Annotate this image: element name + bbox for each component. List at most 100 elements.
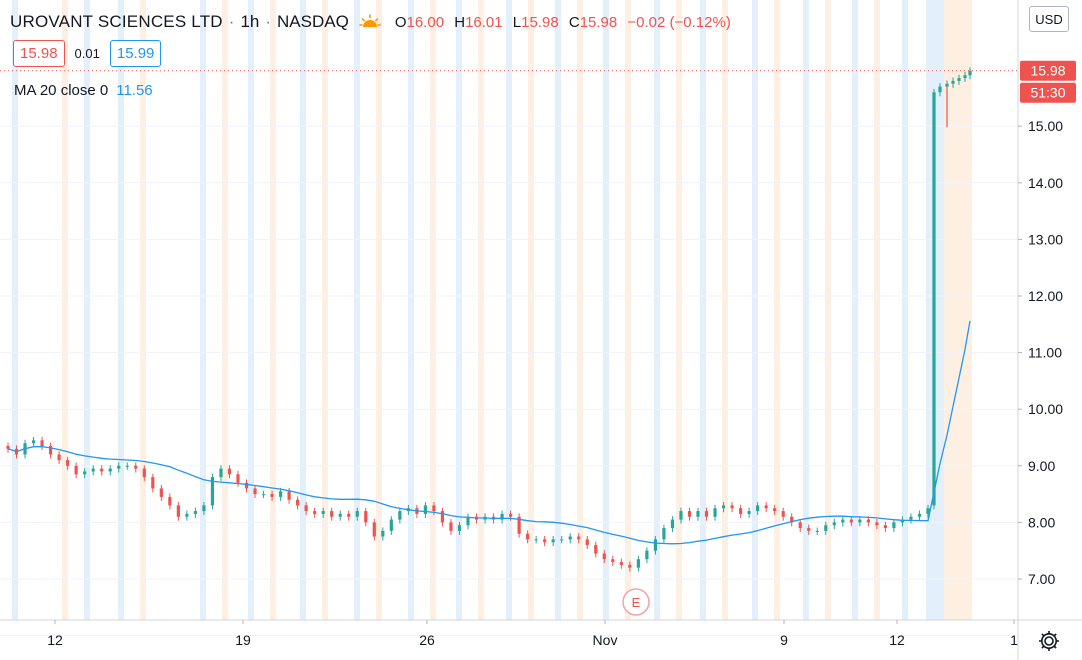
candle[interactable]	[781, 507, 785, 521]
candle[interactable]	[142, 465, 146, 482]
candle[interactable]	[134, 462, 138, 473]
candle[interactable]	[687, 507, 692, 521]
candle[interactable]	[832, 519, 836, 530]
candle[interactable]	[74, 462, 78, 479]
candle[interactable]	[764, 502, 768, 513]
candle[interactable]	[926, 504, 930, 518]
candle[interactable]	[628, 561, 632, 572]
candle[interactable]	[321, 507, 325, 518]
candle[interactable]	[278, 487, 283, 501]
candle[interactable]	[951, 77, 955, 88]
candle[interactable]	[917, 510, 922, 521]
buy-button[interactable]: 15.99	[109, 40, 162, 67]
candle[interactable]	[730, 502, 734, 513]
candle[interactable]	[807, 524, 811, 535]
candle[interactable]	[543, 535, 547, 547]
candle[interactable]	[440, 507, 445, 527]
candle[interactable]	[594, 541, 598, 558]
candle[interactable]	[449, 519, 453, 535]
candle[interactable]	[696, 507, 700, 521]
candle[interactable]	[330, 507, 334, 521]
candle[interactable]	[83, 468, 87, 479]
candle[interactable]	[159, 485, 163, 501]
candle[interactable]	[219, 465, 223, 482]
candle[interactable]	[602, 550, 606, 564]
candle[interactable]	[858, 516, 862, 527]
candle[interactable]	[100, 465, 104, 476]
candle[interactable]	[636, 555, 640, 572]
candle[interactable]	[40, 436, 44, 450]
candle[interactable]	[364, 507, 368, 527]
candle[interactable]	[125, 462, 129, 470]
candle[interactable]	[270, 490, 274, 501]
candle[interactable]	[66, 456, 70, 470]
candle[interactable]	[568, 533, 572, 544]
candle[interactable]	[662, 524, 666, 544]
candle[interactable]	[236, 470, 240, 487]
candle[interactable]	[517, 513, 521, 538]
candle[interactable]	[304, 502, 308, 516]
candle[interactable]	[296, 496, 300, 510]
candle[interactable]	[841, 516, 845, 527]
candle[interactable]	[227, 465, 232, 479]
candle[interactable]	[500, 510, 504, 524]
candle[interactable]	[526, 530, 530, 544]
candle[interactable]	[824, 521, 828, 535]
candle[interactable]	[210, 473, 215, 510]
sell-button[interactable]: 15.98	[13, 40, 65, 67]
candle[interactable]	[57, 451, 61, 465]
candle[interactable]	[932, 88, 936, 510]
candle[interactable]	[577, 533, 581, 544]
candle[interactable]	[202, 502, 206, 516]
candle[interactable]	[738, 504, 743, 518]
candle[interactable]	[31, 436, 36, 448]
candle[interactable]	[457, 521, 462, 535]
candle[interactable]	[389, 516, 393, 535]
candle[interactable]	[91, 465, 95, 476]
candle[interactable]	[968, 67, 972, 80]
candle[interactable]	[704, 507, 709, 521]
gear-icon[interactable]	[1036, 628, 1062, 654]
earnings-marker[interactable]	[622, 588, 650, 616]
candle[interactable]	[313, 507, 317, 518]
candle[interactable]	[909, 513, 913, 524]
candle[interactable]	[253, 485, 257, 499]
candle[interactable]	[108, 465, 112, 476]
candle[interactable]	[900, 516, 905, 527]
candle[interactable]	[244, 479, 249, 493]
candle[interactable]	[168, 493, 172, 510]
candle[interactable]	[619, 558, 623, 569]
candle[interactable]	[653, 535, 658, 555]
candle[interactable]	[773, 504, 777, 516]
candle[interactable]	[883, 521, 888, 533]
candle[interactable]	[355, 507, 359, 521]
candle[interactable]	[193, 507, 198, 518]
candle[interactable]	[670, 516, 675, 533]
candle[interactable]	[372, 519, 376, 541]
candle[interactable]	[560, 535, 564, 544]
candle[interactable]	[892, 519, 896, 533]
candle[interactable]	[645, 547, 649, 564]
candle[interactable]	[185, 510, 189, 521]
candle[interactable]	[957, 74, 961, 85]
candle[interactable]	[815, 527, 819, 535]
candle[interactable]	[534, 535, 538, 544]
symbol-name[interactable]: UROVANT SCIENCES LTD	[10, 12, 223, 31]
candle[interactable]	[611, 555, 615, 566]
candle[interactable]	[713, 504, 717, 521]
interval-label[interactable]: 1h	[240, 12, 260, 31]
candle[interactable]	[48, 442, 53, 459]
candle[interactable]	[261, 490, 266, 499]
candle[interactable]	[381, 527, 385, 541]
candle[interactable]	[338, 510, 342, 521]
candle[interactable]	[398, 507, 402, 524]
candle[interactable]	[176, 502, 180, 521]
candle[interactable]	[747, 507, 751, 518]
candle[interactable]	[938, 83, 942, 97]
candle[interactable]	[721, 502, 726, 513]
indicator-legend[interactable]: MA 20 close 0 11.56	[14, 82, 153, 99]
candle[interactable]	[423, 502, 428, 518]
candle[interactable]	[679, 507, 683, 524]
candle[interactable]	[963, 71, 967, 83]
